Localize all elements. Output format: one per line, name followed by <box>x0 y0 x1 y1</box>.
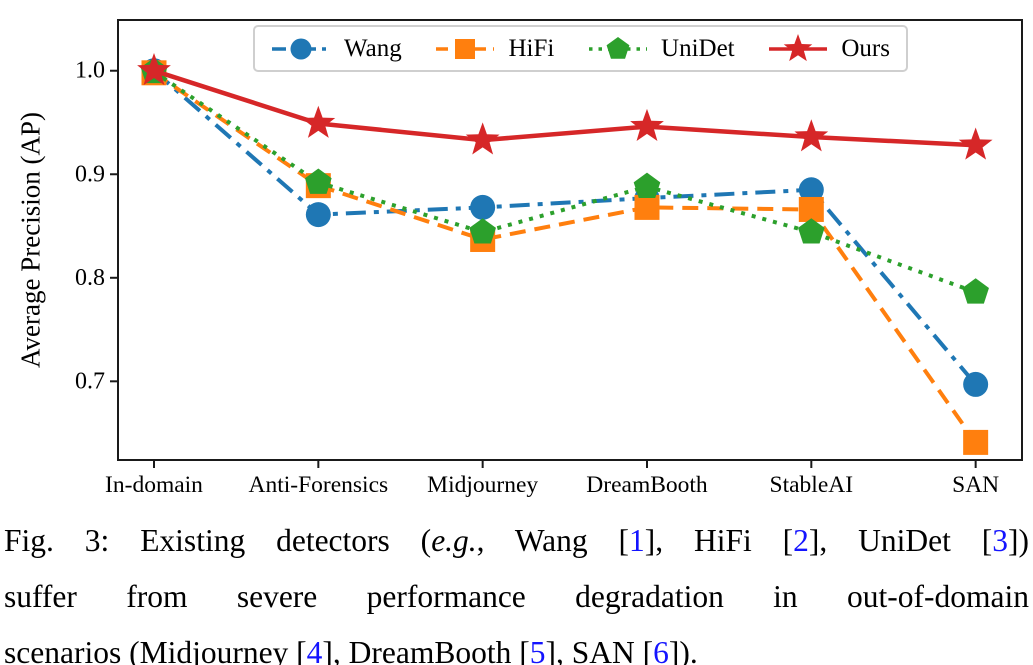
y-tick-label: 0.9 <box>75 161 105 187</box>
legend-sample-ours <box>769 33 828 61</box>
caption-text: ], HiFi [ <box>644 523 794 558</box>
caption-text: suffer from severe performance degradati… <box>4 579 1029 614</box>
legend-sample-hifi <box>436 38 495 59</box>
caption-text: ], SAN [ <box>545 635 654 665</box>
caption-text: ]) <box>1008 523 1029 558</box>
series-marker-ours-in-domain <box>137 52 171 86</box>
series-line-wang <box>152 69 978 386</box>
series-marker-hifi-san <box>963 429 989 455</box>
series-marker-wang-midjourney <box>470 194 496 220</box>
citation-number: 5 <box>529 635 546 665</box>
legend-label-hifi: HiFi <box>508 35 555 62</box>
legend-item-unidet: UniDet <box>588 34 735 64</box>
series-marker-ours-san <box>958 127 993 160</box>
caption-line-1: Fig. 3: Existing detectors (e.g., Wang [… <box>4 513 1029 569</box>
series-marker-unidet-stableai <box>798 218 825 244</box>
citation-number: 3 <box>992 523 1009 558</box>
caption-line-2: suffer from severe performance degradati… <box>4 569 1029 625</box>
caption-text: Fig. 3: Existing detectors ( <box>4 523 432 558</box>
citation-number: 2 <box>793 523 809 558</box>
caption-text: ]). <box>668 635 698 665</box>
citation-number: 6 <box>653 635 669 665</box>
legend-label-unidet: UniDet <box>661 35 735 62</box>
citation-number: 4 <box>306 635 323 665</box>
series-marker-unidet-midjourney <box>469 218 496 244</box>
series-marker-ours-stableai <box>794 119 829 152</box>
series-marker-ours-dreambooth <box>630 108 664 141</box>
caption-line-3: scenarios (Midjourney [4], DreamBooth [5… <box>4 625 1029 665</box>
plot-border <box>117 19 1023 461</box>
series-line-ours <box>153 68 976 148</box>
figure-caption: Fig. 3: Existing detectors (e.g., Wang [… <box>0 505 1033 665</box>
chart-legend: Wang HiFi UniDet Ours <box>253 25 908 72</box>
legend-sample-unidet <box>589 36 648 59</box>
star-icon <box>784 33 813 61</box>
series-marker-unidet-anti-forensics <box>305 168 332 194</box>
series-marker-wang-stableai <box>798 177 824 203</box>
square-icon <box>455 38 476 59</box>
series-marker-hifi-dreambooth <box>634 194 660 220</box>
caption-text: scenarios (Midjourney [ <box>4 635 307 665</box>
x-tick-label-san: SAN <box>952 472 999 498</box>
series-marker-wang-san <box>963 371 989 397</box>
caption-text: e.g. <box>431 523 477 558</box>
series-line-unidet <box>152 70 977 295</box>
pentagon-icon <box>606 36 630 59</box>
legend-item-wang: Wang <box>271 34 402 64</box>
circle-icon <box>290 38 312 59</box>
x-tick-label-midjourney: Midjourney <box>427 472 538 498</box>
series-marker-unidet-san <box>962 278 989 304</box>
y-tick-label: 0.7 <box>75 368 105 394</box>
caption-text: ], DreamBooth [ <box>322 635 530 665</box>
y-axis-label: Average Precision (AP) <box>15 112 46 368</box>
y-tick-label: 0.8 <box>75 265 105 291</box>
legend-label-ours: Ours <box>841 35 890 62</box>
series-line-hifi <box>152 71 978 444</box>
chart-area: 0.7 0.8 0.9 1.0 In-domain Anti-Forensics Midjo… <box>15 19 1023 498</box>
caption-text: , Wang [ <box>476 523 629 558</box>
series-marker-ours-anti-forensics <box>301 105 336 138</box>
ap-line-chart: 0.7 0.8 0.9 1.0 In-domain Anti-Forensics Midjo… <box>75 19 1023 498</box>
series-marker-unidet-dreambooth <box>633 172 661 199</box>
y-tick-label: 1.0 <box>75 58 105 84</box>
x-tick-label-stableai: StableAI <box>770 472 854 498</box>
legend-sample-wang <box>272 38 330 59</box>
legend-label-wang: Wang <box>344 35 402 62</box>
x-tick-label-anti-forensics: Anti-Forensics <box>248 472 388 498</box>
citation-number: 1 <box>628 523 645 558</box>
series-marker-ours-midjourney <box>465 122 500 155</box>
caption-text: ], UniDet [ <box>808 523 993 558</box>
series-marker-wang-anti-forensics <box>305 202 331 228</box>
legend-item-ours: Ours <box>768 33 890 64</box>
x-tick-label-dreambooth: DreamBooth <box>586 472 708 498</box>
x-tick-label-in-domain: In-domain <box>105 472 203 498</box>
series-marker-hifi-stableai <box>798 196 824 222</box>
legend-item-hifi: HiFi <box>435 34 554 64</box>
